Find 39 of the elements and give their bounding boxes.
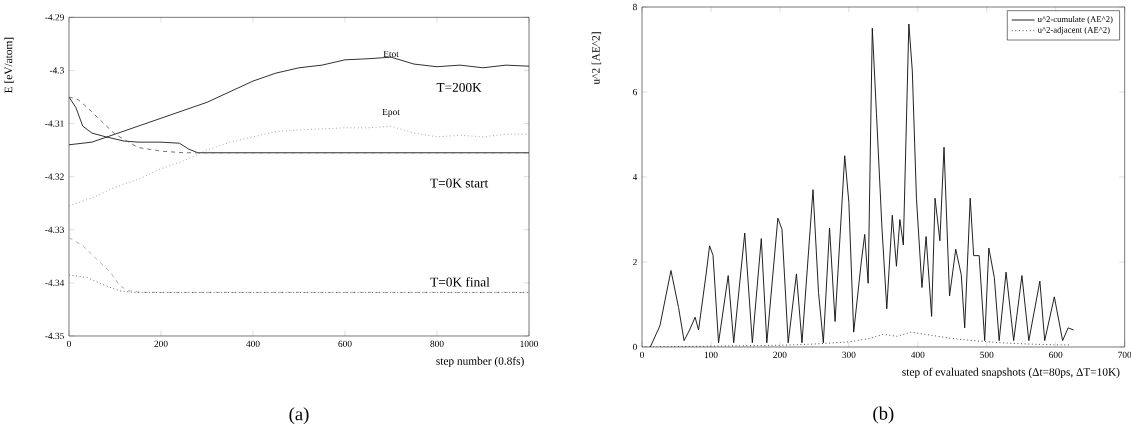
y-tick-label: -4.33 bbox=[45, 226, 64, 233]
y-tick-label: -4.35 bbox=[45, 332, 64, 340]
x-tick-label: 500 bbox=[980, 351, 994, 358]
y-tick-label: -4.34 bbox=[45, 279, 65, 287]
x-tick-label: 200 bbox=[154, 340, 168, 347]
y-tick-label: 4 bbox=[632, 173, 638, 181]
y-tick-label: -4.31 bbox=[45, 120, 64, 127]
annotation: Etot bbox=[383, 50, 399, 58]
x-tick-label: 300 bbox=[842, 351, 856, 358]
legend-label: u^2-cumulate (AE^2) bbox=[1037, 16, 1113, 24]
legend-label: u^2-adjacent (AE^2) bbox=[1037, 26, 1110, 35]
x-tick-label: 0 bbox=[67, 340, 71, 347]
y-tick-label: 2 bbox=[633, 258, 637, 266]
y-tick-label: -4.29 bbox=[45, 14, 64, 21]
x-tick-label: 0 bbox=[640, 351, 644, 358]
x-tick-label: 400 bbox=[246, 340, 260, 347]
text: (a) bbox=[289, 407, 309, 425]
x-tick-label: 800 bbox=[430, 340, 444, 347]
x-axis-title: step number (0.8fs) bbox=[436, 356, 524, 368]
y-tick-label: -4.32 bbox=[45, 173, 64, 180]
x-axis-title: step of evaluated snapshots (Δt=80ps, ΔT=10K) bbox=[902, 367, 1120, 379]
annotation: T=0K final bbox=[430, 277, 490, 287]
x-tick-label: 600 bbox=[1049, 351, 1063, 358]
x-tick-label: 1000 bbox=[520, 340, 538, 347]
y-tick-label: 8 bbox=[632, 3, 637, 11]
y-tick-label: 6 bbox=[633, 88, 638, 96]
y-axis-title: u^2 [AE^2] bbox=[591, 32, 602, 85]
annotation: Epot bbox=[382, 108, 400, 117]
annotation: T=0K start bbox=[430, 178, 489, 188]
text: (b) bbox=[873, 406, 894, 424]
y-tick-label: -4.3 bbox=[49, 67, 64, 74]
annotation: T=200K bbox=[436, 82, 482, 92]
line-series bbox=[69, 125, 529, 207]
x-tick-label: 400 bbox=[911, 351, 925, 358]
x-tick-label: 600 bbox=[338, 340, 352, 347]
y-axis-title: E [eV/atom] bbox=[4, 37, 14, 93]
x-tick-label: 100 bbox=[704, 351, 718, 358]
x-tick-label: 700 bbox=[1118, 351, 1131, 358]
x-tick-label: 200 bbox=[773, 351, 787, 358]
